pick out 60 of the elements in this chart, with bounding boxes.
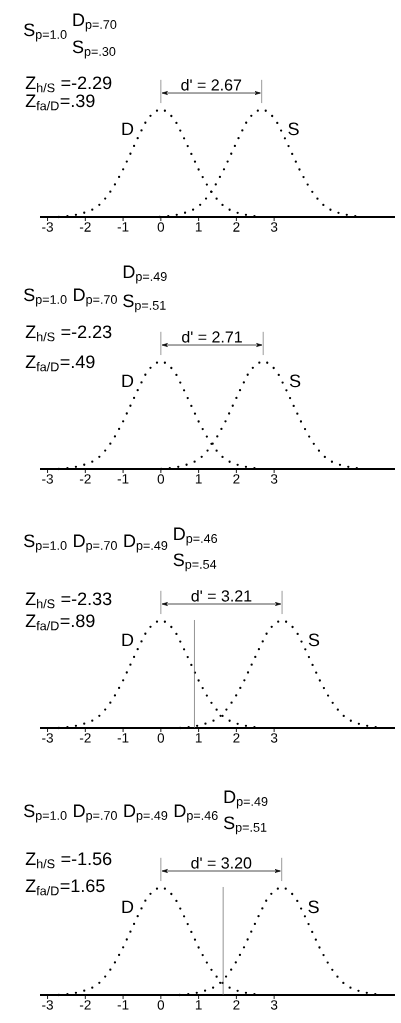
x-tick-label: 3	[270, 222, 278, 232]
text: D$_{p=.49}$	[123, 265, 167, 284]
text: S$_{p=.51}$	[223, 816, 267, 835]
series-label: S	[288, 122, 299, 136]
x-tick-label: 2	[233, 474, 240, 484]
x-tick-label: 2	[233, 222, 240, 232]
chart-title: S$_{p=1.0}$ D$_{p=.70}$ D$_{p=.49}$	[24, 534, 168, 553]
x-tick-label: -3	[42, 1000, 53, 1010]
x-tick-label: 1	[195, 222, 202, 232]
x-tick-label: 3	[270, 1000, 278, 1010]
x-tick-label: -3	[42, 733, 53, 743]
series-label: S	[289, 374, 301, 388]
x-tick-label: 0	[157, 1000, 165, 1010]
chart-title: S$_{p=1.0}$ D$_{p=.70}$	[24, 288, 117, 307]
x-tick-label: -2	[79, 474, 91, 484]
x-tick-label: -2	[79, 733, 91, 743]
x-tick-label: 2	[233, 733, 240, 743]
x-tick-label: 0	[157, 474, 165, 484]
x-tick-label: -1	[117, 733, 129, 743]
text: d' = 3.21	[191, 589, 252, 602]
series-label: D	[122, 374, 134, 388]
series-label: S	[308, 633, 320, 647]
text: Z$_{h/S}$ =-2.29	[25, 76, 112, 93]
series-label: D	[122, 900, 134, 914]
annotation: Z$_{fa/D}$=.39	[25, 94, 95, 111]
x-tick-label: 3	[270, 733, 278, 743]
x-tick-label: 0	[157, 222, 165, 232]
text: d' = 3.20	[191, 856, 252, 869]
annotation: Z$_{fa/D}$=1.65	[25, 879, 105, 896]
x-tick-label: -3	[42, 222, 53, 232]
x-tick-label: 0	[157, 733, 165, 743]
series-label: S	[308, 900, 319, 914]
x-tick-label: 2	[233, 1000, 240, 1010]
text: Z$_{h/S}$ =-2.33	[25, 592, 112, 609]
x-tick-label: -2	[79, 1000, 91, 1010]
annotation: Z$_{fa/D}$=.49	[25, 355, 95, 372]
text: d' = 2.67	[181, 78, 242, 91]
x-tick-label: -1	[117, 474, 129, 484]
x-tick-label: -2	[79, 222, 91, 232]
series-label: D	[122, 122, 134, 136]
text: S$_{p=.51}$	[123, 294, 166, 313]
text: D$_{p=.46}$	[174, 527, 218, 546]
x-tick-label: 1	[195, 733, 202, 743]
x-tick-label: 1	[195, 474, 202, 484]
text: D$_{p=.49}$	[224, 790, 268, 809]
x-tick-label: -1	[117, 222, 129, 232]
text: S$_{p=.54}$	[173, 553, 217, 572]
x-tick-label: 1	[195, 1000, 202, 1010]
text: S$_{p=.30}$	[72, 40, 116, 59]
text: Z$_{h/S}$ =-2.23	[25, 325, 112, 342]
x-tick-label: -1	[117, 1000, 129, 1010]
series-label: D	[122, 633, 134, 647]
text: D$_{p=.70}$	[73, 13, 117, 32]
text: Z$_{h/S}$ =-1.56	[25, 852, 112, 869]
x-tick-label: 3	[270, 474, 278, 484]
x-tick-label: -3	[42, 474, 53, 484]
text: d' = 2.71	[182, 330, 242, 343]
chart-title: S$_{p=1.0}$	[24, 23, 67, 42]
chart-title: S$_{p=1.0}$ D$_{p=.70}$ D$_{p=.49}$ D$_{p=.46}$	[24, 804, 218, 823]
annotation: Z$_{fa/D}$=.89	[25, 614, 95, 631]
